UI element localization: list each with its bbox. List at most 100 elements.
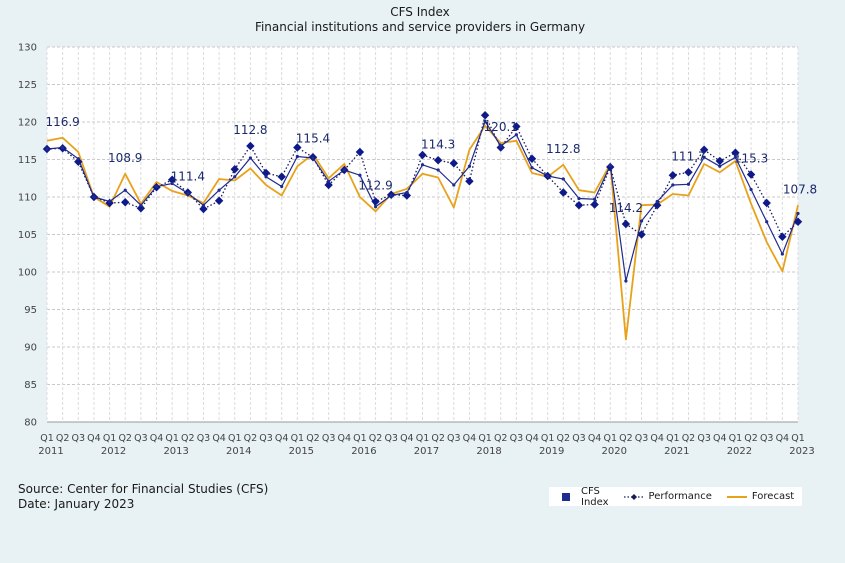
cfs-index-point [671,183,675,187]
cfs-index-point [107,199,112,204]
x-year-label: 2016 [351,446,376,457]
performance-point [762,198,771,208]
cfs-index-point [233,175,237,179]
performance-point [652,201,662,210]
data-label: 111.4 [171,170,205,184]
x-tick-label: Q2 [494,433,508,444]
x-year-label: 2018 [476,446,501,457]
x-tick-label: Q1 [729,433,743,444]
x-year-label: 2013 [163,446,188,457]
x-tick-label: Q4 [463,433,477,444]
performance-point [746,170,756,179]
x-year-label: 2011 [38,446,63,457]
performance-point [527,154,537,163]
cfs-index-point [139,203,143,207]
x-tick-label: Q2 [181,433,195,444]
x-tick-label: Q3 [760,433,774,444]
data-label: 115.3 [734,152,768,166]
cfs-index-point [483,119,487,123]
cfs-index-point [420,163,425,167]
data-label: 112.8 [546,142,580,156]
performance-point [574,201,584,210]
performance-point [793,217,803,226]
data-label: 108.9 [108,151,142,165]
x-tick-label: Q4 [87,433,101,444]
cfs-index-point [639,219,644,223]
date-text: Date: January 2023 [18,497,135,511]
x-axis-ticks: Q1 Q2 Q3 Q4 Q1 Q2 Q3 Q4 Q1 Q2 Q3 Q4 Q1 Q2 Q3 Q4 Q1 Q2 Q3 Q4… [38,433,814,457]
cfs-index-point [765,220,769,224]
performance-point [465,177,474,186]
x-tick-label: Q2 [431,433,445,444]
x-year-label: 2022 [727,446,752,457]
cfs-index-point [76,157,80,161]
x-tick-label: Q2 [744,433,758,444]
cfs-index-point [45,147,49,151]
cfs-index-point [499,144,503,148]
x-tick-label: Q4 [338,433,352,444]
legend-item-performance: Performance [623,491,712,503]
x-tick-label: Q3 [197,433,211,444]
x-tick-label: Q2 [306,433,320,444]
series-layer [42,111,803,341]
performance-point [731,148,740,157]
performance-point [637,230,646,239]
x-tick-label: Q1 [666,433,680,444]
x-tick-label: Q1 [228,433,242,444]
x-tick-label: Q3 [635,433,649,444]
forecast-line [46,124,799,341]
x-tick-label: Q3 [322,433,336,444]
x-tick-label: Q1 [353,433,367,444]
x-tick-label: Q4 [525,433,539,444]
data-label: 107.8 [783,182,817,196]
chart-title: CFS Index [390,5,450,19]
x-year-label: 2020 [602,446,627,457]
cfs-index-point [342,168,346,172]
performance-point [512,122,521,131]
x-year-label: 2019 [539,446,564,457]
performance-point [277,172,286,181]
x-year-label: 2015 [289,446,314,457]
performance-point [778,232,787,241]
source-text: Source: Center for Financial Studies (CF… [18,482,269,496]
cfs-index-point [546,174,550,178]
x-tick-label: Q3 [384,433,398,444]
grid-lines [46,46,799,423]
cfs-index-point [577,196,581,201]
cfs-index-point [201,203,206,207]
x-tick-label: Q3 [697,433,711,444]
data-label: 112.8 [233,123,267,137]
y-tick-label: 90 [24,343,37,354]
y-tick-label: 125 [18,80,37,91]
performance-point [402,191,412,200]
performance-point [230,165,239,174]
legend-symbol-cfs-index [555,491,577,503]
x-year-label: 2012 [101,446,126,457]
x-tick-label: Q2 [244,433,258,444]
data-label: 111.7 [671,149,705,163]
cfs-index-point [92,195,96,199]
x-tick-label: Q1 [416,433,430,444]
data-label: 115.4 [296,131,330,145]
x-tick-label: Q1 [791,433,805,444]
performance-point [715,156,724,166]
cfs-index-point [295,154,299,159]
performance-point [121,198,130,207]
cfs-index-point [248,156,252,160]
x-tick-label: Q4 [400,433,414,444]
data-label: 114.2 [609,201,643,215]
legend-item-forecast: Forecast [726,491,794,503]
performance-point [621,219,631,229]
x-tick-label: Q4 [275,433,289,444]
cfs-index-point [154,184,159,189]
y-tick-label: 115 [18,155,37,166]
cfs-index-point [217,188,221,192]
cfs-index-point [452,183,456,187]
x-year-label: 2014 [226,446,251,457]
y-tick-label: 85 [24,380,37,391]
y-tick-label: 105 [18,230,37,241]
x-tick-label: Q4 [212,433,226,444]
x-tick-label: Q4 [776,433,790,444]
cfs-index-point [311,156,315,160]
x-tick-label: Q2 [557,433,571,444]
